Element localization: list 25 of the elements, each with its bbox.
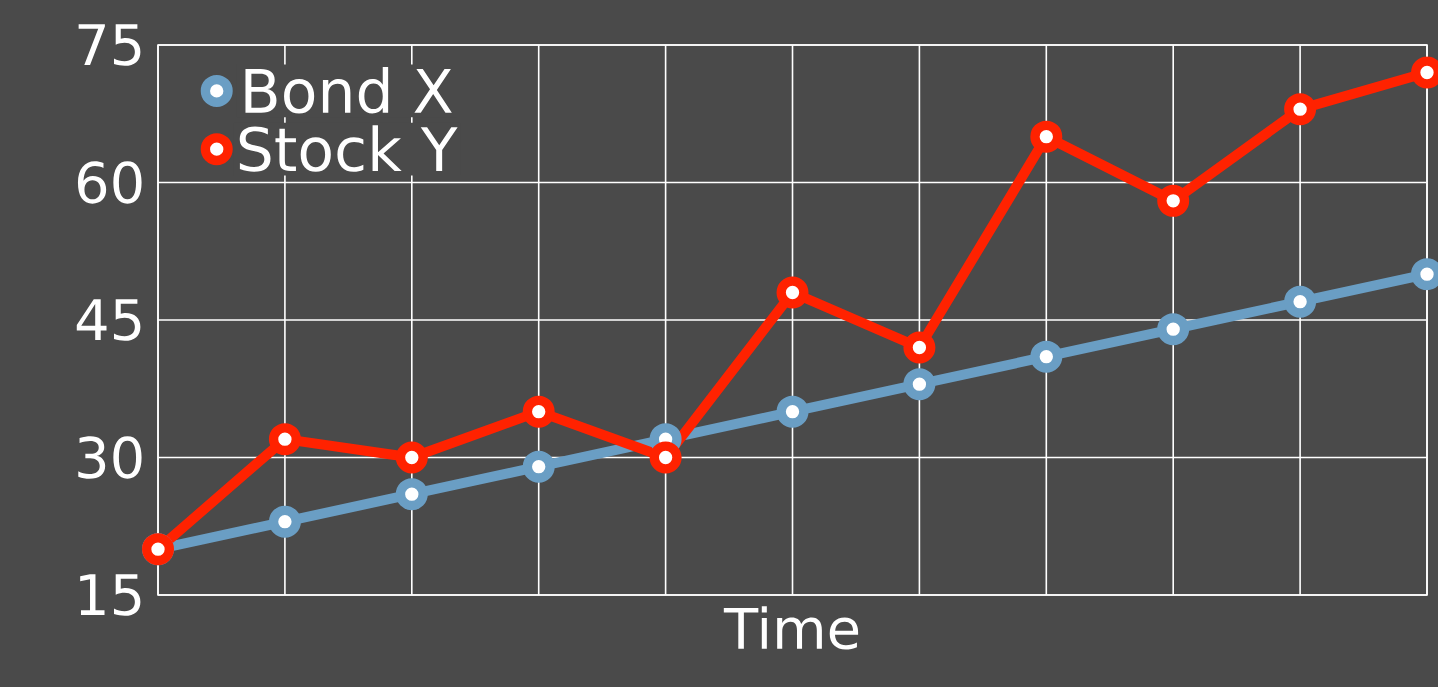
point xyxy=(776,276,809,309)
point xyxy=(395,441,428,474)
point xyxy=(903,368,936,401)
point xyxy=(1157,184,1190,217)
point xyxy=(1284,285,1317,318)
point xyxy=(649,441,682,474)
point xyxy=(1157,313,1190,346)
point xyxy=(268,423,301,456)
legend-label: Bond X xyxy=(245,67,452,114)
y-tick-label: 15 xyxy=(80,574,141,616)
y-tick-label: 45 xyxy=(76,299,141,341)
point xyxy=(903,331,936,364)
y-tick-label: 75 xyxy=(78,24,141,66)
point xyxy=(268,505,301,538)
point xyxy=(776,395,809,428)
y-tick-label: 30 xyxy=(78,436,142,479)
legend-label: Stock Y xyxy=(239,125,458,172)
y-tick-label: 60 xyxy=(77,161,142,204)
point xyxy=(522,450,555,483)
x-axis-title: Time xyxy=(723,606,859,650)
point xyxy=(522,395,555,428)
point xyxy=(1030,120,1063,153)
point xyxy=(1030,340,1063,373)
point xyxy=(395,478,428,511)
point xyxy=(1284,93,1317,126)
